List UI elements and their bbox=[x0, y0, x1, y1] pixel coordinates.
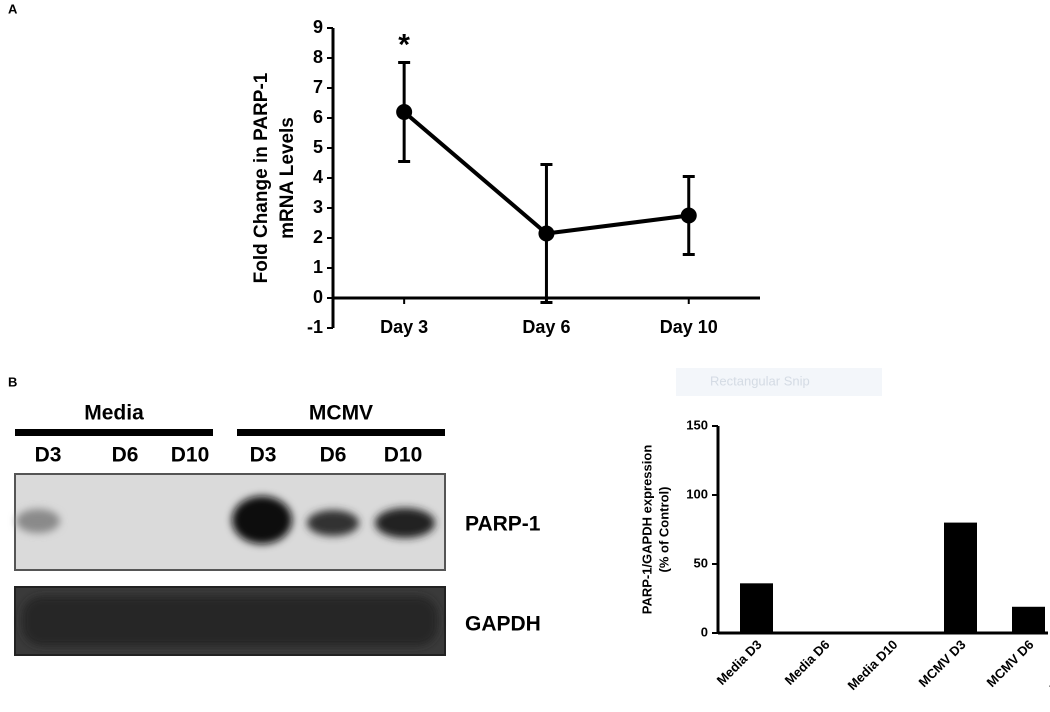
bar bbox=[740, 583, 773, 633]
bar bbox=[944, 522, 977, 633]
panel-label: B bbox=[8, 374, 17, 389]
group-label: Media bbox=[84, 402, 144, 425]
watermark: Rectangular Snip bbox=[710, 373, 810, 388]
y-tick-label: 6 bbox=[313, 107, 323, 127]
x-tick-label: Day 3 bbox=[380, 317, 428, 337]
y-axis-label: PARP-1/GAPDH expression bbox=[639, 445, 654, 615]
group-label: MCMV bbox=[309, 402, 373, 425]
y-tick-label: 3 bbox=[313, 197, 323, 217]
x-tick-label: MCMV D10 bbox=[1046, 637, 1050, 695]
y-tick-label: 8 bbox=[313, 47, 323, 67]
y-tick-label: 5 bbox=[313, 137, 323, 157]
blot-panel bbox=[14, 473, 446, 571]
annotation: * bbox=[398, 28, 410, 61]
y-tick-label: 4 bbox=[313, 167, 323, 187]
lane-label: D10 bbox=[171, 444, 210, 467]
y-axis-label: mRNA Levels bbox=[277, 117, 298, 239]
row-label: PARP-1 bbox=[465, 513, 541, 536]
blot-bands bbox=[22, 596, 438, 646]
group-bar bbox=[15, 429, 213, 436]
blot-bands bbox=[16, 496, 435, 544]
y-axis-label: Fold Change in PARP-1 bbox=[251, 72, 272, 283]
lane-label: D3 bbox=[250, 444, 277, 467]
y-tick-label: 0 bbox=[313, 287, 323, 307]
y-tick-label: 1 bbox=[313, 257, 323, 277]
x-tick-label: MCMV D3 bbox=[916, 637, 969, 690]
y-tick-label: 7 bbox=[313, 77, 323, 97]
point bbox=[396, 104, 413, 120]
x-tick-label: Media D3 bbox=[714, 637, 765, 688]
lane-label: D3 bbox=[35, 444, 62, 467]
y-tick-label: -1 bbox=[307, 317, 323, 337]
y-tick-label: 9 bbox=[313, 17, 323, 37]
lane-label: D10 bbox=[384, 444, 423, 467]
y-tick-label: 2 bbox=[313, 227, 323, 247]
lane-label: D6 bbox=[112, 444, 139, 467]
y-tick-label: 50 bbox=[694, 555, 708, 570]
bar bbox=[1012, 606, 1045, 633]
point bbox=[538, 225, 555, 242]
row-label: GAPDH bbox=[465, 613, 541, 636]
x-tick-label: Day 10 bbox=[660, 317, 718, 337]
y-axis-label: (% of Control) bbox=[656, 487, 671, 573]
y-tick-label: 0 bbox=[701, 624, 708, 639]
x-tick-label: Media D6 bbox=[782, 637, 833, 688]
point bbox=[680, 207, 697, 224]
x-tick-label: Media D10 bbox=[844, 637, 900, 693]
snip-box bbox=[676, 368, 882, 396]
group-bar bbox=[237, 429, 445, 436]
x-tick-label: MCMV D6 bbox=[984, 637, 1037, 690]
panel-label: A bbox=[8, 1, 18, 16]
y-tick-label: 100 bbox=[686, 486, 708, 501]
y-tick-label: 150 bbox=[686, 417, 708, 432]
lane-label: D6 bbox=[320, 444, 347, 467]
x-tick-label: Day 6 bbox=[522, 317, 570, 337]
